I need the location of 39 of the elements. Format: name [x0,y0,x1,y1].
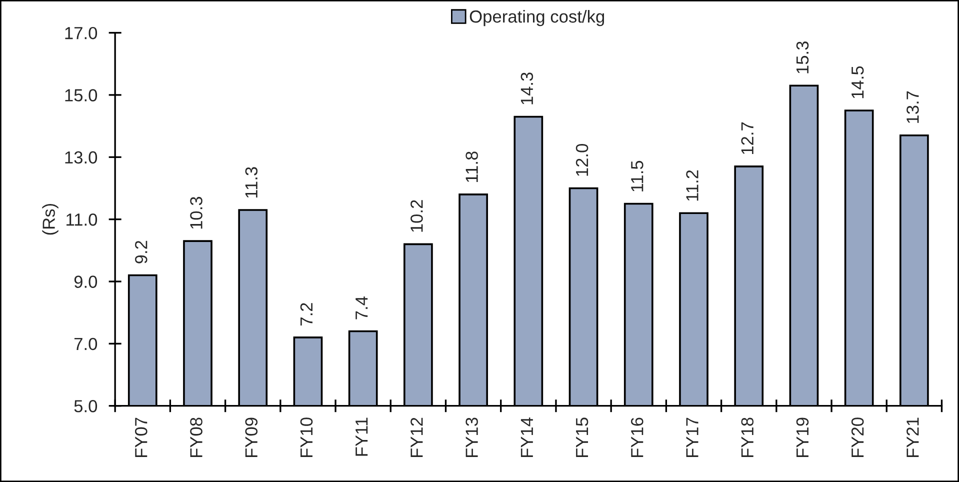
data-label: 7.2 [300,303,312,326]
data-label: 11.8 [466,152,478,182]
x-tick-label: FY07 [135,418,148,458]
y-tick-label: 9.0 [74,276,98,288]
y-tick-label: 5.0 [74,400,98,412]
data-label: 14.5 [852,66,864,98]
x-tick-label: FY08 [190,418,202,458]
x-tick-label: FY21 [906,418,919,458]
x-tick-label: FY10 [300,418,313,458]
legend-label: Operating cost/kg [470,10,604,26]
x-tick-label: FY09 [245,418,258,458]
y-axis-title: (Rs) [42,204,58,235]
x-tick-label: FY17 [686,418,698,458]
y-tick-label: 11.0 [66,213,98,226]
data-label: 12.0 [576,144,588,176]
data-label: 10.3 [190,196,202,229]
data-label: 9.2 [135,240,148,264]
y-tick-label: 7.0 [74,338,98,350]
x-tick-label: FY13 [466,418,478,458]
y-tick-label: 17.0 [65,26,98,40]
data-label: 11.3 [245,167,258,198]
data-label: 15.3 [796,41,809,74]
x-tick-label: FY19 [796,418,809,458]
x-tick-label: FY12 [410,418,423,458]
x-tick-label: FY20 [851,418,864,458]
data-label: 12.7 [741,122,754,154]
data-label: 10.2 [410,200,423,232]
data-label: 11.2 [686,170,698,201]
y-tick-label: 15.0 [65,89,98,102]
x-tick-label: FY15 [576,418,588,458]
data-label: 13.7 [906,91,919,123]
data-label: 14.3 [520,72,534,104]
x-tick-label: FY18 [741,418,754,458]
data-label: 11.5 [631,160,644,192]
x-tick-label: FY11 [356,418,368,456]
data-label: 7.4 [356,296,368,320]
x-tick-label: FY14 [520,417,533,458]
x-tick-label: FY16 [630,418,644,458]
y-tick-label: 13.0 [65,151,98,164]
